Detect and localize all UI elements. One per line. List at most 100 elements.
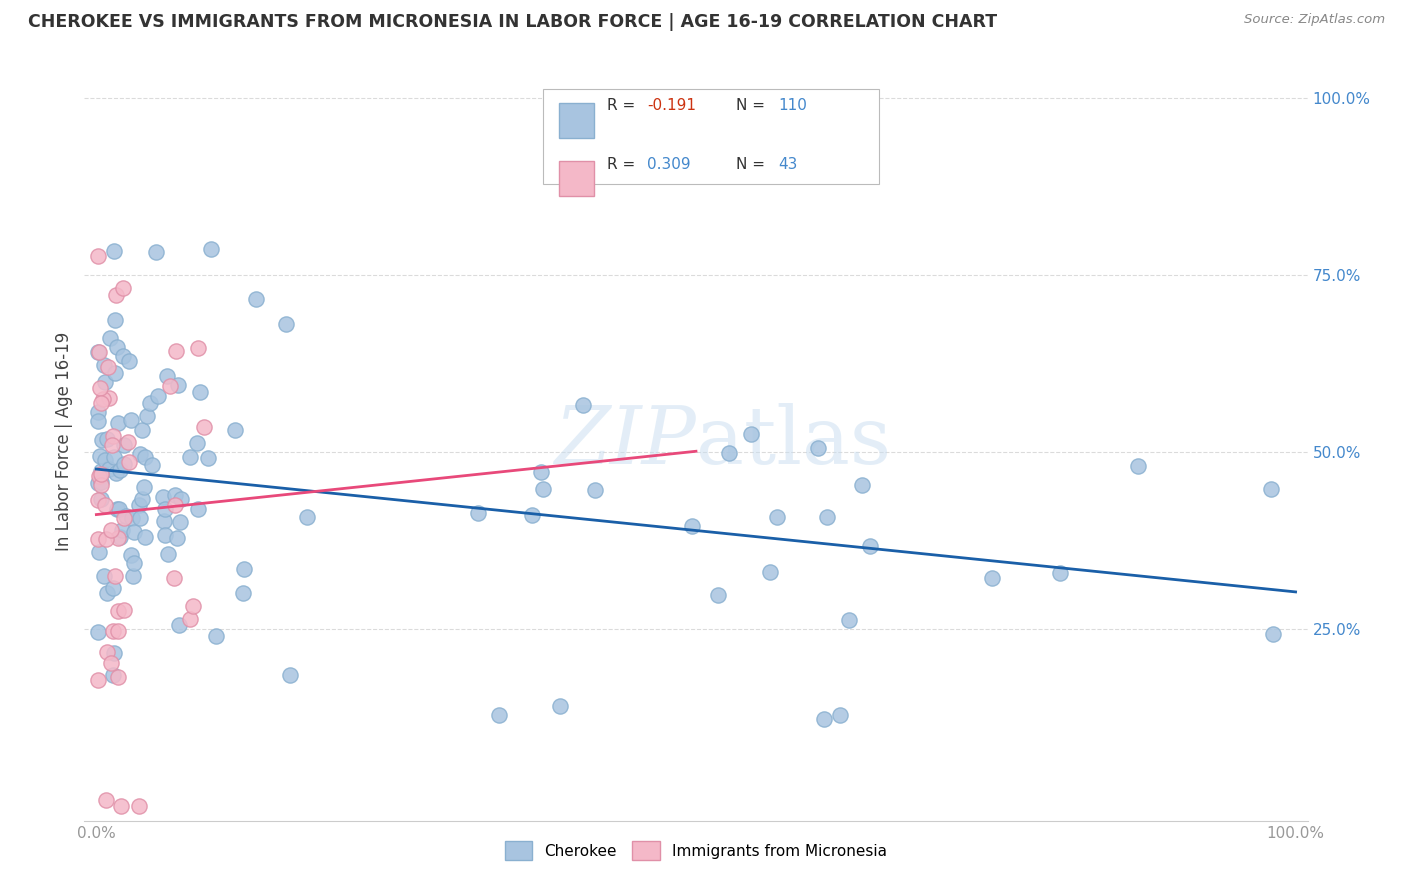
Point [90, 396, 112, 410]
Point [166, 532, 188, 546]
Text: R =: R = [606, 98, 640, 113]
Point [163, 488, 186, 502]
Point [145, 245, 167, 260]
Point [135, 409, 157, 423]
Point [89, 469, 111, 483]
Point [165, 343, 187, 358]
Point [274, 317, 297, 331]
Point [86, 673, 108, 687]
Point [134, 450, 156, 464]
Point [681, 519, 703, 533]
Point [718, 446, 741, 460]
Point [278, 668, 301, 682]
Point [103, 646, 125, 660]
Point [118, 455, 141, 469]
Point [139, 396, 162, 410]
Point [980, 571, 1002, 585]
Point [232, 562, 254, 576]
Point [107, 531, 129, 545]
Point [87, 532, 110, 546]
Point [91, 433, 114, 447]
Point [87, 414, 110, 428]
Point [94, 453, 117, 467]
Text: atlas: atlas [696, 402, 891, 481]
Point [103, 428, 125, 442]
Point [163, 571, 186, 585]
Point [86, 249, 108, 263]
Point [103, 668, 125, 682]
Point [86, 345, 108, 359]
Point [89, 381, 111, 395]
Point [90, 467, 112, 482]
Point [179, 612, 201, 626]
Point [1260, 482, 1282, 496]
Point [141, 458, 163, 473]
Text: CHEROKEE VS IMMIGRANTS FROM MICRONESIA IN LABOR FORCE | AGE 16-19 CORRELATION CH: CHEROKEE VS IMMIGRANTS FROM MICRONESIA I… [28, 13, 997, 31]
Point [156, 369, 179, 384]
Point [96, 432, 118, 446]
Point [114, 509, 136, 524]
Point [93, 358, 115, 372]
Point [121, 511, 143, 525]
Point [531, 483, 554, 497]
Point [96, 645, 118, 659]
Point [155, 528, 177, 542]
Point [181, 599, 204, 614]
FancyBboxPatch shape [560, 161, 595, 196]
Point [101, 438, 124, 452]
Point [108, 530, 131, 544]
Point [97, 462, 120, 476]
Point [101, 581, 124, 595]
Point [156, 547, 179, 561]
Point [706, 588, 728, 602]
Point [152, 514, 174, 528]
Text: N =: N = [737, 98, 770, 113]
Point [245, 292, 267, 306]
Point [167, 618, 190, 632]
Point [530, 465, 553, 479]
Point [117, 434, 139, 449]
Point [153, 501, 176, 516]
Point [107, 417, 129, 431]
Point [100, 523, 122, 537]
Point [200, 242, 222, 256]
Point [124, 556, 146, 570]
Point [572, 398, 595, 412]
Point [193, 420, 215, 434]
Text: 0.309: 0.309 [647, 156, 690, 171]
Point [89, 449, 111, 463]
Point [813, 712, 835, 726]
Point [90, 491, 112, 506]
Point [103, 450, 125, 464]
Point [112, 458, 135, 472]
Point [152, 490, 174, 504]
Point [87, 625, 110, 640]
Point [548, 698, 571, 713]
Point [128, 498, 150, 512]
Point [167, 378, 190, 392]
Point [120, 412, 142, 426]
Point [107, 624, 129, 638]
Text: 43: 43 [778, 156, 797, 171]
Point [815, 510, 838, 524]
Point [90, 464, 112, 478]
Point [98, 331, 121, 345]
Point [134, 530, 156, 544]
Point [131, 491, 153, 506]
Text: 110: 110 [778, 98, 807, 113]
Point [118, 354, 141, 368]
Point [187, 341, 209, 355]
Point [112, 511, 135, 525]
Point [104, 467, 127, 481]
Point [122, 524, 145, 539]
Point [188, 385, 211, 400]
Point [129, 447, 152, 461]
Point [96, 793, 118, 807]
Point [488, 708, 510, 723]
Point [205, 629, 228, 643]
Point [111, 281, 134, 295]
Point [522, 508, 544, 522]
Point [96, 586, 118, 600]
Point [87, 545, 110, 559]
Point [107, 604, 129, 618]
